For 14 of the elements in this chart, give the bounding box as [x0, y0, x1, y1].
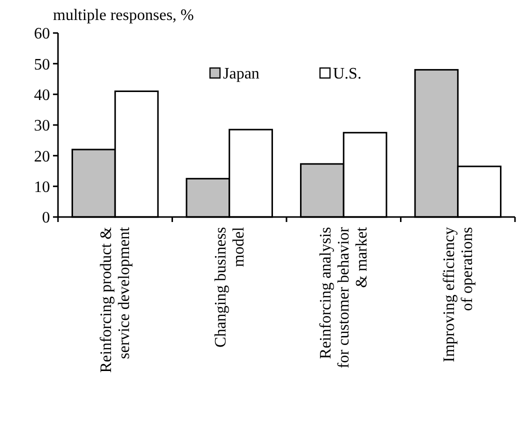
legend-label: Japan	[223, 66, 260, 83]
legend-label: U.S.	[333, 66, 362, 83]
y-tick-label: 10	[34, 178, 50, 196]
y-tick-label: 0	[42, 210, 50, 227]
x-tick-label: Improving efficiency of operations	[440, 227, 476, 362]
x-tick-label: Reinforcing product & service development	[98, 226, 134, 373]
x-tick-label: Reinforcing analysis for customer behavior & market	[318, 226, 371, 368]
y-tick-label: 20	[34, 148, 50, 166]
x-tick-label: Changing business model	[212, 226, 248, 348]
y-tick-label: 60	[34, 26, 50, 43]
y-axis-title: multiple responses, %	[53, 7, 194, 24]
y-tick-label: 40	[34, 86, 50, 104]
y-tick-label: 50	[34, 56, 50, 74]
y-tick-label: 30	[34, 118, 50, 135]
